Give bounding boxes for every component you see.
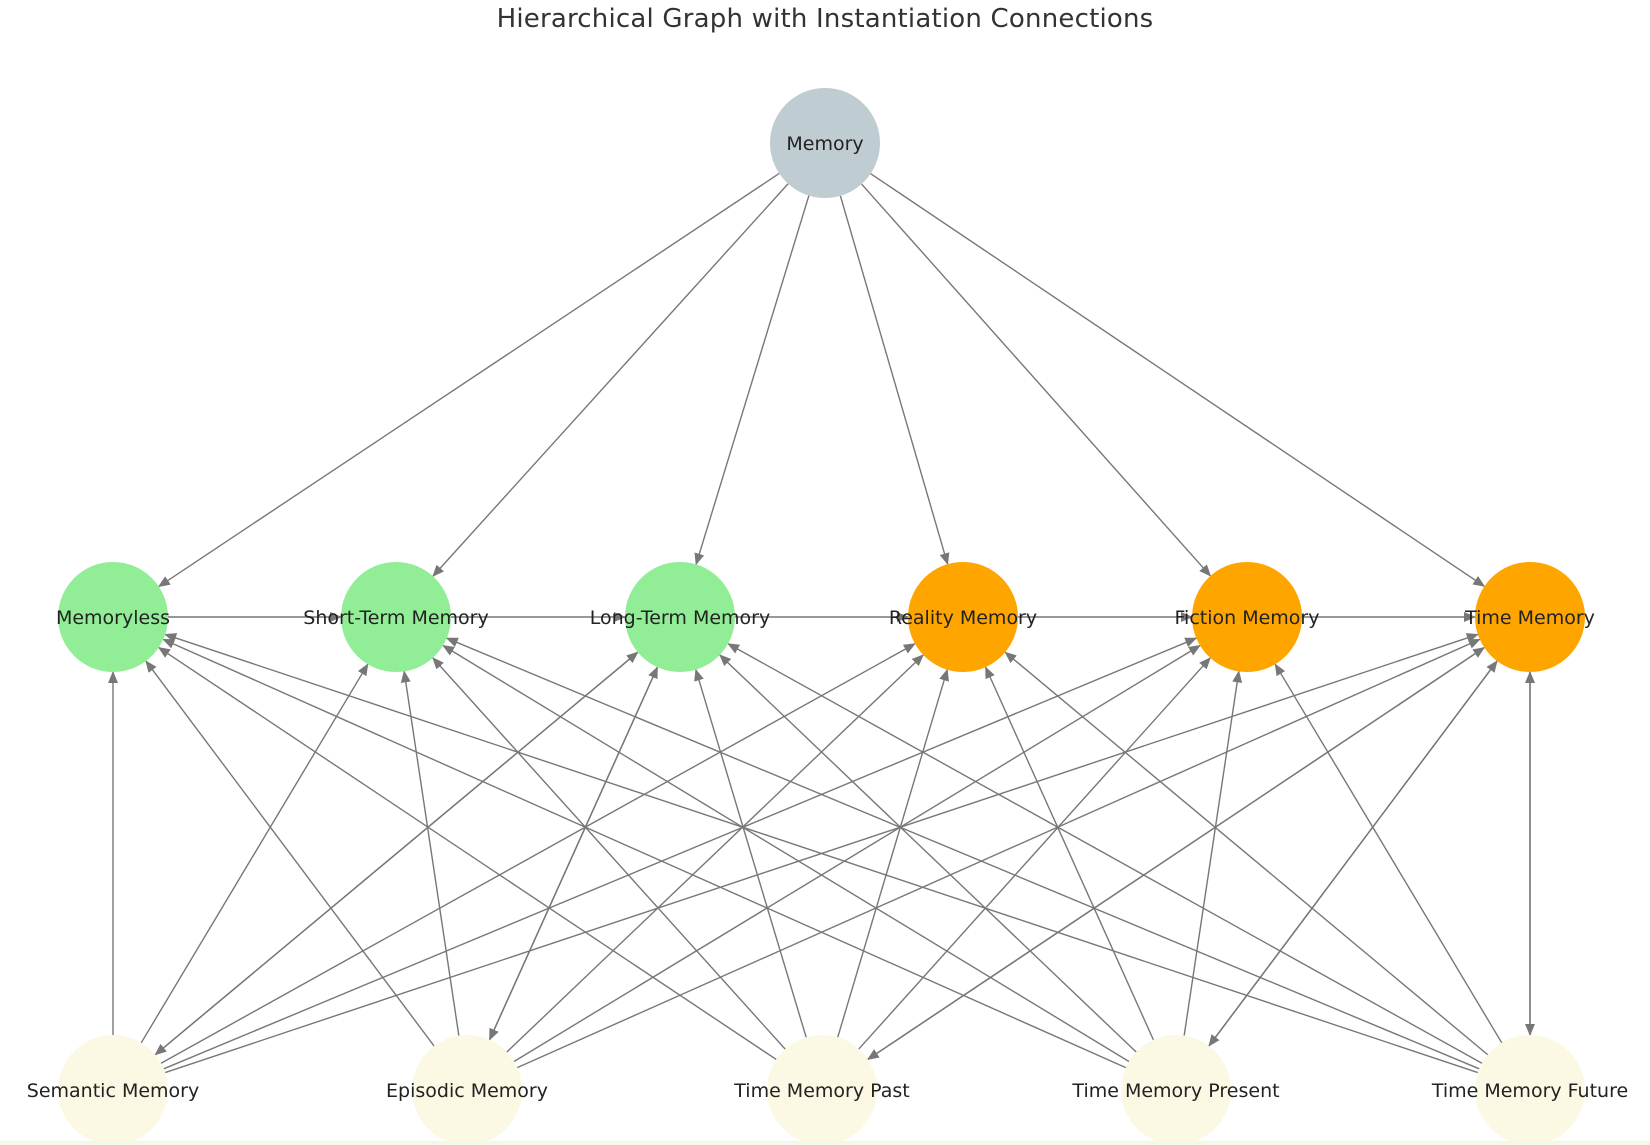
edges-layer <box>108 172 1535 1074</box>
node-short: Short-Term Memory <box>303 562 489 672</box>
edge-memory-to-memoryless <box>157 172 780 588</box>
edge-memory-to-fiction <box>861 183 1212 577</box>
edge-time-to-present <box>1208 660 1498 1047</box>
edge-episodic-to-fiction <box>513 644 1201 1063</box>
node-label-long: Long-Term Memory <box>590 607 770 629</box>
edge-past-to-short <box>432 657 786 1050</box>
edge-past-to-long <box>694 668 807 1038</box>
diagram-title: Hierarchical Graph with Instantiation Co… <box>496 4 1154 34</box>
node-circle-reality <box>908 562 1018 672</box>
edge-semantic-to-reality <box>160 643 916 1064</box>
edge-memory-to-long <box>694 195 810 566</box>
node-circle-future <box>1475 1035 1585 1145</box>
node-circle-past <box>767 1035 877 1145</box>
node-future: Time Memory Future <box>1431 1035 1628 1145</box>
node-label-fiction: Fiction Memory <box>1175 607 1320 629</box>
node-circle-semantic <box>58 1035 168 1145</box>
node-circle-time <box>1475 562 1585 672</box>
node-fiction: Fiction Memory <box>1175 562 1320 672</box>
edge-time-to-past <box>866 646 1485 1061</box>
bottom-strip <box>0 1141 1650 1145</box>
edge-episodic-to-reality <box>506 654 924 1053</box>
edge-present-to-reality <box>984 666 1155 1041</box>
edge-episodic-to-time <box>516 638 1481 1069</box>
node-label-semantic: Semantic Memory <box>27 1080 199 1102</box>
edge-semantic-to-short <box>140 663 369 1044</box>
node-label-past: Time Memory Past <box>733 1080 909 1102</box>
node-label-episodic: Episodic Memory <box>386 1080 548 1102</box>
node-label-short: Short-Term Memory <box>303 607 488 629</box>
edge-present-to-short <box>442 644 1130 1063</box>
node-circle-fiction <box>1192 562 1302 672</box>
node-label-future: Time Memory Future <box>1431 1080 1628 1102</box>
node-time: Time Memory <box>1464 562 1595 672</box>
node-memoryless: Memoryless <box>56 562 170 672</box>
node-circle-memoryless <box>58 562 168 672</box>
node-label-memory: Memory <box>786 133 863 155</box>
node-circle-short <box>341 562 451 672</box>
edge-past-to-reality <box>837 668 949 1038</box>
edge-past-to-memoryless <box>157 646 777 1061</box>
node-semantic: Semantic Memory <box>27 1035 199 1145</box>
node-long: Long-Term Memory <box>590 562 770 672</box>
edge-semantic-to-fiction <box>163 637 1198 1070</box>
edge-memory-to-time <box>870 173 1486 587</box>
edge-present-to-fiction <box>1183 670 1243 1036</box>
node-circle-long <box>625 562 735 672</box>
edge-present-to-memoryless <box>162 638 1127 1069</box>
edge-memory-to-reality <box>839 195 950 566</box>
edge-future-to-reality <box>1004 651 1489 1056</box>
node-circle-present <box>1121 1035 1231 1145</box>
node-label-reality: Reality Memory <box>889 607 1037 629</box>
node-circle-memory <box>770 88 880 198</box>
edge-future-to-short <box>445 637 1480 1070</box>
edge-future-to-fiction <box>1274 663 1503 1044</box>
edge-long-to-semantic <box>154 651 639 1056</box>
edge-past-to-fiction <box>858 657 1211 1050</box>
node-label-memoryless: Memoryless <box>56 607 170 629</box>
node-label-present: Time Memory Present <box>1071 1080 1279 1102</box>
edge-memory-to-short <box>432 183 789 577</box>
node-past: Time Memory Past <box>733 1035 910 1145</box>
node-label-time: Time Memory <box>1464 607 1595 629</box>
nodes-layer: Memory Memoryless Short-Term Memory Long-Te… <box>27 88 1628 1145</box>
node-present: Time Memory Present <box>1071 1035 1280 1145</box>
edge-episodic-to-memoryless <box>145 660 435 1047</box>
edge-present-to-long <box>719 654 1137 1053</box>
edge-long-to-episodic <box>488 666 659 1041</box>
node-circle-episodic <box>412 1035 522 1145</box>
edge-future-to-memoryless <box>164 633 1479 1074</box>
node-memory: Memory <box>770 88 880 198</box>
edge-episodic-to-short <box>400 670 460 1036</box>
node-episodic: Episodic Memory <box>386 1035 548 1145</box>
node-reality: Reality Memory <box>889 562 1037 672</box>
edge-future-to-long <box>727 643 1483 1064</box>
